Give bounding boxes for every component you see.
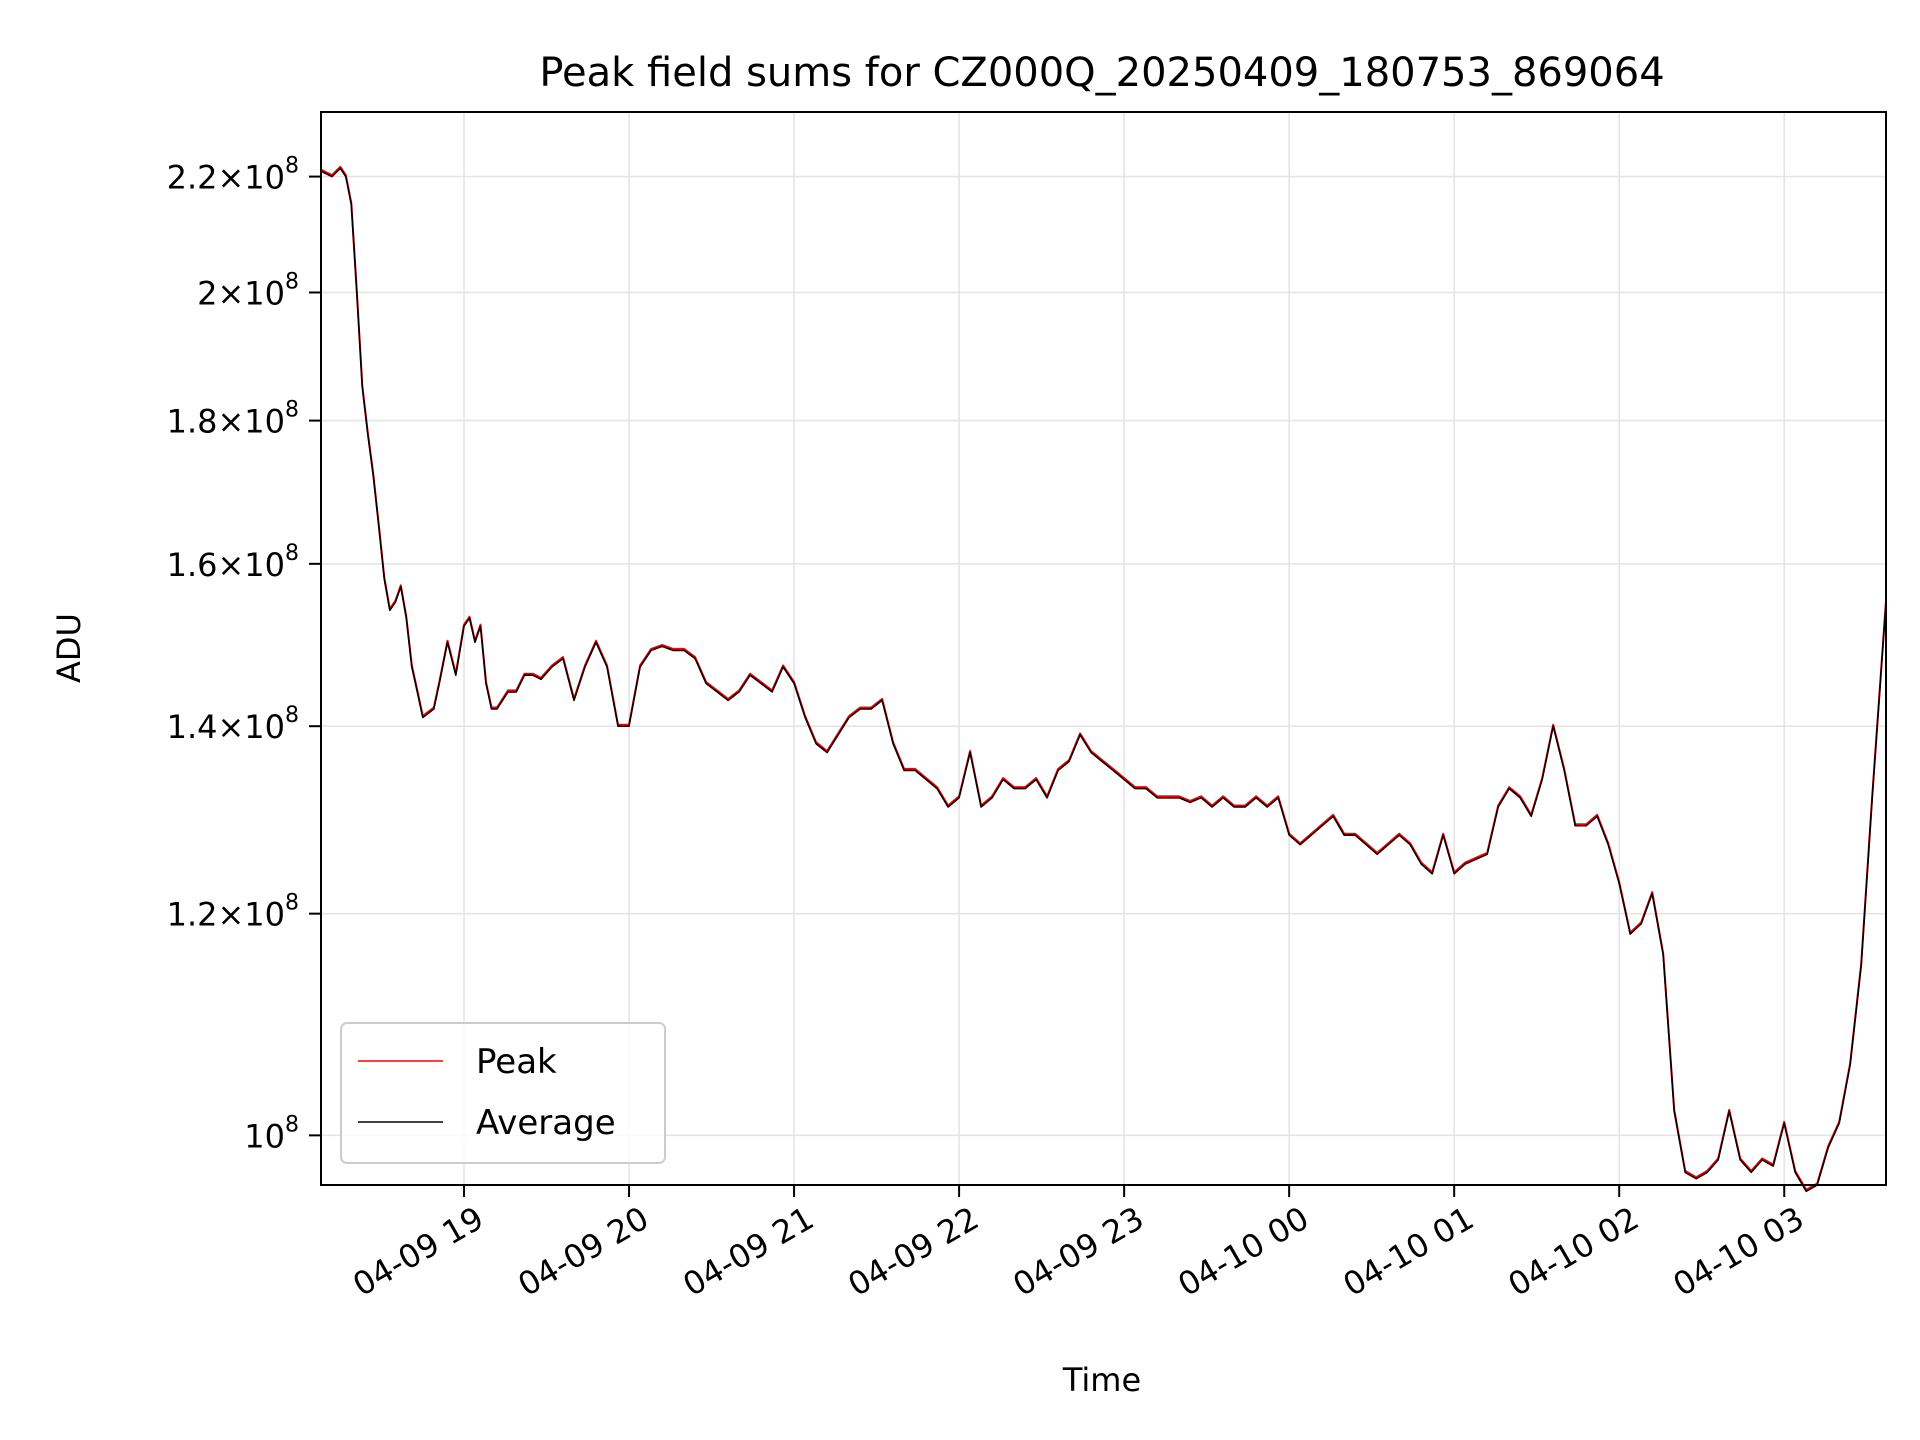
- x-tick-label: 04-09 23: [1007, 1199, 1151, 1304]
- series-average-line: [320, 167, 1887, 1193]
- y-axis-label: ADU: [50, 613, 88, 683]
- legend-peak-label: Peak: [476, 1042, 557, 1082]
- x-tick-label: 04-10 02: [1502, 1199, 1646, 1304]
- plot-frame: [320, 111, 1887, 1186]
- x-tick-label: 04-10 00: [1172, 1199, 1316, 1304]
- y-tick-label: 108: [244, 1112, 299, 1155]
- y-axis-ticks: 108 1.2×108 1.4×108 1.6×108 1.8×108 2×108 2.2×…: [167, 154, 321, 1155]
- grid-layer: [321, 112, 1886, 1185]
- legend-box: [340, 1022, 666, 1164]
- chart-title: Peak field sums for CZ000Q_20250409_1807…: [539, 50, 1664, 96]
- y-tick-label: 1.2×108: [167, 891, 299, 934]
- x-tick-label: 04-09 19: [346, 1199, 490, 1304]
- y-tick-label: 1.6×108: [167, 541, 299, 584]
- series-layer: [320, 165, 1887, 1193]
- x-tick-label: 04-09 22: [842, 1199, 986, 1304]
- y-tick-label: 1.4×108: [167, 703, 299, 746]
- x-tick-label: 04-10 03: [1667, 1199, 1811, 1304]
- x-tick-label: 04-09 21: [676, 1199, 820, 1304]
- y-tick-label: 2×108: [197, 269, 299, 312]
- x-axis-label: Time: [1062, 1361, 1141, 1399]
- legend-average-label: Average: [476, 1103, 616, 1143]
- y-tick-label: 1.8×108: [167, 398, 299, 441]
- x-tick-label: 04-09 20: [511, 1199, 655, 1304]
- x-tick-label: 04-10 01: [1337, 1199, 1481, 1304]
- legend: Peak Average: [340, 1022, 666, 1164]
- y-tick-label: 2.2×108: [167, 154, 299, 197]
- x-axis-ticks: 04-09 19 04-09 20 04-09 21 04-09 22 04-09 23…: [346, 1185, 1810, 1304]
